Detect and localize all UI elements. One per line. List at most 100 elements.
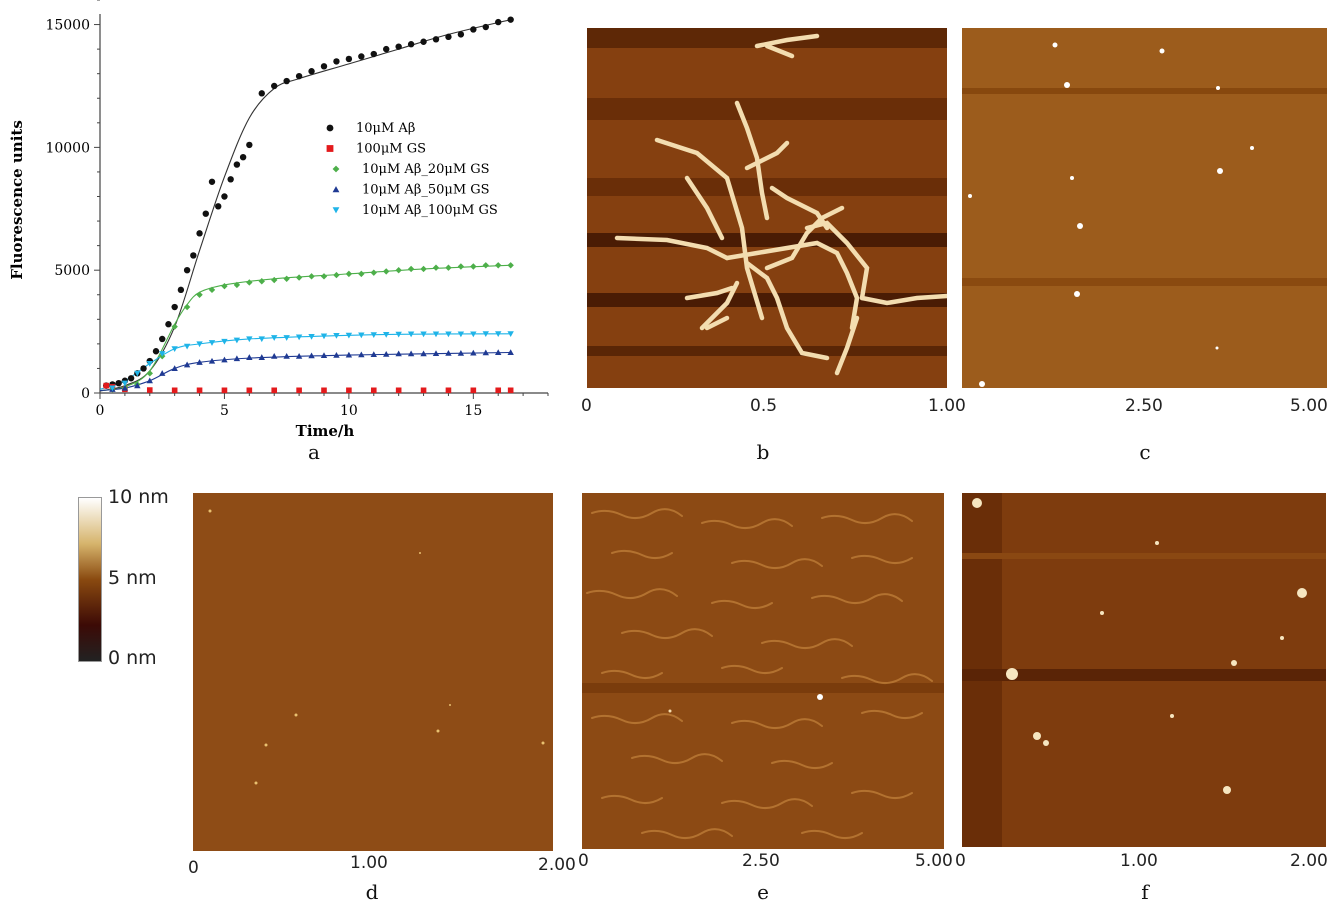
data-point [395,331,402,338]
data-point [333,332,340,339]
data-point [407,350,415,357]
data-point [332,186,340,193]
data-point [482,23,489,31]
data-point [333,271,340,279]
data-point [246,387,253,394]
e-tick-mid: 2.50 [742,851,780,871]
data-point [295,334,303,341]
data-point [177,286,185,294]
data-point [507,262,514,269]
data-point [320,273,328,280]
data-point [109,385,116,392]
data-point [432,36,440,43]
data-point [271,276,278,284]
data-point [233,281,241,289]
panel-letter-b: b [756,440,770,464]
data-point [383,350,390,357]
data-point [383,331,390,338]
data-point [159,370,166,376]
data-point [482,331,489,338]
data-point [221,338,228,345]
data-point [159,351,166,357]
data-point [370,351,377,357]
data-point [370,387,377,394]
data-point [345,332,353,339]
data-point [146,360,153,367]
data-point [221,356,228,363]
data-point [358,332,365,339]
data-point [183,343,191,350]
data-point [271,82,278,90]
data-point [183,266,191,274]
y-tick-label: 5000 [54,263,90,279]
afm-image-d [193,493,553,851]
data-point [127,375,135,382]
data-point [326,124,334,132]
data-point [345,55,353,63]
data-point [507,349,514,356]
data-point [470,263,477,270]
c-tick-0: 0 [955,396,966,416]
data-point [326,145,334,152]
data-point [332,165,340,173]
data-point [146,377,153,384]
data-point [320,333,328,340]
data-point [345,351,353,358]
x-tick-label: 5 [220,403,229,419]
data-point [258,278,265,285]
data-point [470,387,477,394]
data-point [445,331,452,338]
data-point [482,349,489,356]
data-point [358,351,365,358]
data-point [146,387,153,393]
data-point [196,341,203,348]
scale-min-label: 0 nm [108,647,157,669]
data-point [495,349,502,356]
data-point [295,352,303,359]
data-point [233,355,241,362]
data-point [283,352,290,359]
afm-image-e [582,493,944,849]
data-point [457,350,465,356]
data-point [202,210,209,217]
data-point [115,379,122,387]
data-point [196,359,203,365]
data-point [358,53,365,60]
afm-image-f [962,493,1326,847]
data-point [221,193,228,200]
data-point [420,38,427,45]
data-point [395,266,402,274]
data-point [246,141,253,149]
data-point [121,380,129,387]
data-point [159,335,166,343]
scale-max-label: 10 nm [108,486,169,508]
data-point [233,161,241,168]
data-point [320,352,328,358]
e-tick-0: 0 [578,851,589,871]
data-point [321,387,327,394]
data-point [171,346,178,352]
data-point [445,264,452,271]
data-point [470,331,477,338]
b-tick-0: 0 [581,396,592,416]
data-point [308,333,315,340]
data-point [283,335,290,341]
data-point [395,387,402,394]
x-axis-title: Time/h [296,422,355,440]
data-point [171,303,178,311]
data-point [283,77,290,85]
data-point [370,269,377,276]
data-point [215,203,222,210]
y-tick-label: 15000 [45,18,90,34]
data-point [420,265,427,273]
chart-legend: 10μM Aβ 100μM GS 10μM Aβ_20μM GS 10μM Aβ_50… [326,121,498,218]
data-point [332,207,340,214]
data-point [295,274,303,281]
data-point [432,350,440,357]
f-tick-mid: 1.00 [1120,851,1158,871]
data-point [333,58,340,65]
data-point [432,331,440,338]
data-point [134,382,141,389]
data-point [445,350,452,356]
data-point [208,286,216,294]
